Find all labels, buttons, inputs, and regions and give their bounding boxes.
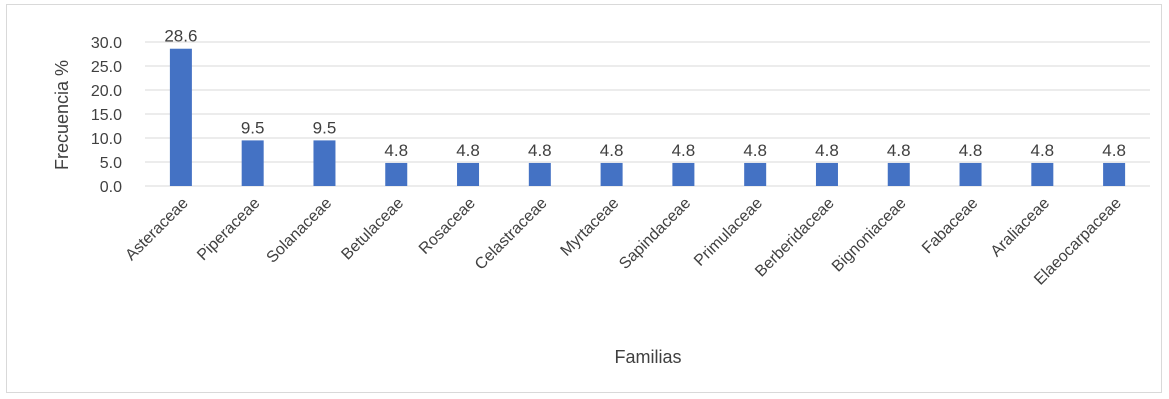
- y-tick-label: 15.0: [91, 107, 122, 124]
- data-label: 4.8: [1102, 141, 1126, 160]
- bar: [887, 162, 910, 186]
- x-category-label: Betulaceae: [338, 195, 407, 264]
- bar: [672, 162, 695, 186]
- bar: [1031, 162, 1054, 186]
- data-label: 4.8: [1031, 141, 1055, 160]
- y-tick-label: 20.0: [91, 83, 122, 100]
- data-label: 4.8: [959, 141, 983, 160]
- y-tick-label: 25.0: [91, 59, 122, 76]
- x-category-label: Araliaceae: [988, 195, 1054, 261]
- y-axis-title: Frecuencia %: [52, 60, 72, 170]
- bar: [169, 48, 192, 186]
- y-tick-label: 0.0: [100, 179, 122, 196]
- chart-frame: [6, 4, 1162, 393]
- bars: [169, 48, 1126, 186]
- x-category-label: Bignoniaceae: [829, 195, 910, 276]
- y-tick-label: 5.0: [100, 155, 122, 172]
- data-label: 4.8: [815, 141, 839, 160]
- x-category-label: Solanaceae: [264, 195, 336, 267]
- data-label: 4.8: [528, 141, 552, 160]
- bar: [457, 162, 480, 186]
- x-category-label: Piperaceae: [194, 195, 263, 264]
- y-tick-label: 30.0: [91, 35, 122, 52]
- data-labels: 28.6 9.5 9.5 4.8 4.8 4.8 4.8 4.8 4.8 4.8 4.8 4.8 4.8…: [164, 27, 1126, 160]
- gridlines: [145, 41, 1150, 187]
- x-category-label: Asteraceae: [122, 195, 191, 264]
- x-category-label: Rosaceae: [416, 195, 479, 258]
- bar: [241, 140, 264, 186]
- data-label: 9.5: [313, 118, 337, 137]
- data-label: 4.8: [600, 141, 624, 160]
- data-label: 4.8: [743, 141, 767, 160]
- bar: [744, 162, 767, 186]
- bar: [600, 162, 623, 186]
- bar: [1103, 162, 1126, 186]
- bar: [385, 162, 408, 186]
- x-axis-categories: Asteraceae Piperaceae Solanaceae Betulaceae…: [122, 195, 1125, 289]
- data-label: 4.8: [887, 141, 911, 160]
- bar: [815, 162, 838, 186]
- x-category-label: Celastraceae: [472, 195, 551, 274]
- x-category-label: Myrtaceae: [558, 195, 623, 260]
- x-axis-title: Familias: [614, 347, 681, 367]
- data-label: 28.6: [164, 27, 197, 46]
- data-label: 4.8: [672, 141, 696, 160]
- data-label: 4.8: [384, 141, 408, 160]
- data-label: 9.5: [241, 118, 265, 137]
- bar: [528, 162, 551, 186]
- y-axis-ticks: 0.0 5.0 10.0 15.0 20.0 25.0 30.0: [91, 35, 122, 196]
- data-label: 4.8: [456, 141, 480, 160]
- x-category-label: Primulaceae: [691, 195, 766, 270]
- bar: [313, 140, 336, 186]
- x-category-label: Fabaceae: [919, 195, 981, 257]
- x-category-label: Sapindaceae: [616, 195, 694, 273]
- bar: [959, 162, 982, 186]
- y-tick-label: 10.0: [91, 131, 122, 148]
